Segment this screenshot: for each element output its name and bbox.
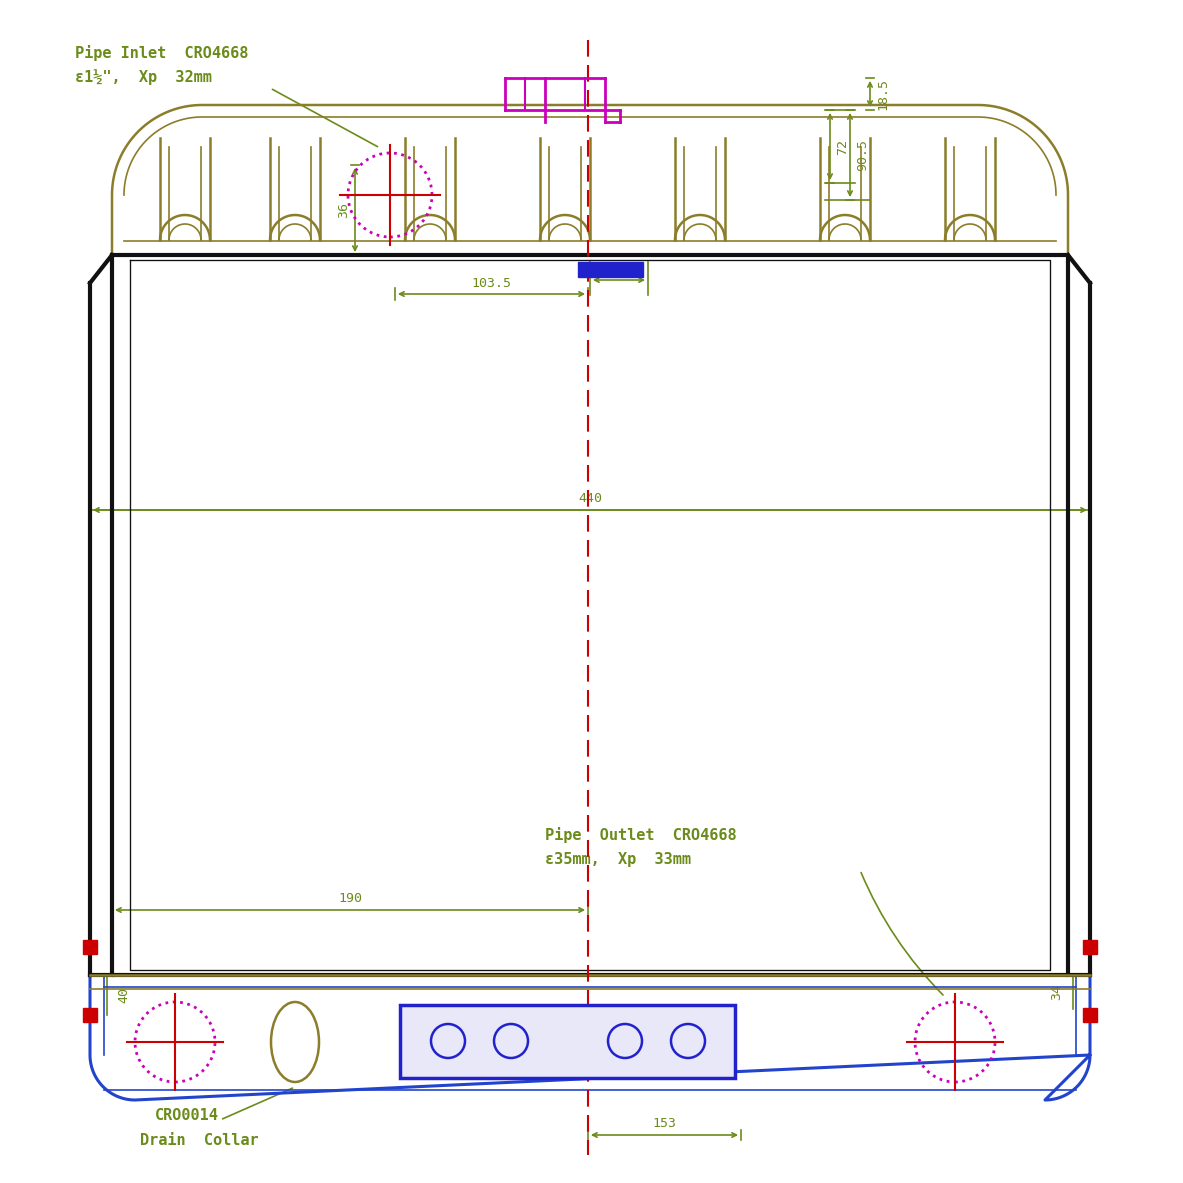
Polygon shape xyxy=(83,1008,97,1022)
Text: CRO0014: CRO0014 xyxy=(155,1108,219,1123)
Polygon shape xyxy=(83,940,97,953)
Text: 153: 153 xyxy=(652,1117,675,1130)
Text: 103.5: 103.5 xyxy=(471,277,511,290)
Text: ε35mm,  Xp  33mm: ε35mm, Xp 33mm xyxy=(545,852,691,867)
Text: 19: 19 xyxy=(610,263,626,276)
Text: 18.5: 18.5 xyxy=(875,78,888,110)
Polygon shape xyxy=(1082,940,1097,953)
Text: ε1½",  Xp  32mm: ε1½", Xp 32mm xyxy=(75,69,212,85)
Polygon shape xyxy=(1082,1008,1097,1022)
Polygon shape xyxy=(578,261,644,277)
Text: 36: 36 xyxy=(337,202,350,218)
Text: 40: 40 xyxy=(117,987,130,1003)
Text: 34: 34 xyxy=(1051,984,1064,1000)
Text: Pipe  Outlet  CRO4668: Pipe Outlet CRO4668 xyxy=(545,827,737,843)
Text: Pipe Inlet  CRO4668: Pipe Inlet CRO4668 xyxy=(75,45,248,62)
Text: 440: 440 xyxy=(578,492,602,505)
Polygon shape xyxy=(400,1006,735,1078)
Text: 72: 72 xyxy=(836,138,849,155)
Text: 190: 190 xyxy=(338,892,362,905)
Text: Drain  Collar: Drain Collar xyxy=(140,1133,259,1148)
Text: 90.5: 90.5 xyxy=(856,138,870,172)
